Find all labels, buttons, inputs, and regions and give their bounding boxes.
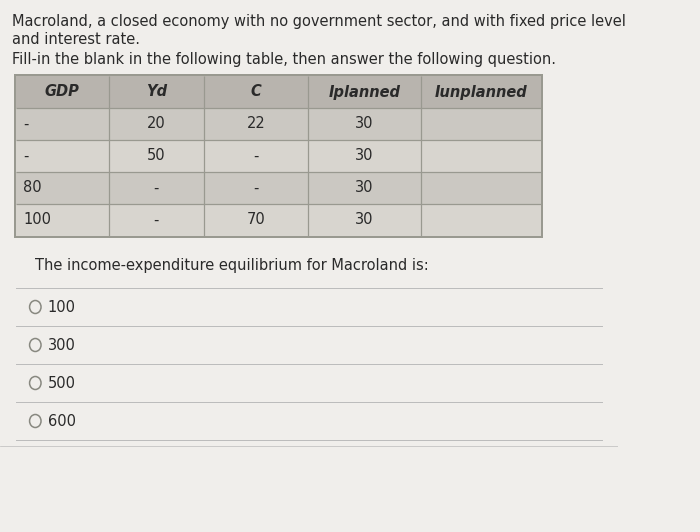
Bar xyxy=(14,74,542,238)
Text: -: - xyxy=(23,117,28,131)
Text: 600: 600 xyxy=(48,413,76,428)
Text: Iunplanned: Iunplanned xyxy=(435,85,527,99)
Text: Fill-in the blank in the following table, then answer the following question.: Fill-in the blank in the following table… xyxy=(13,52,556,67)
Text: 30: 30 xyxy=(355,212,374,228)
Text: 500: 500 xyxy=(48,376,76,390)
Text: -: - xyxy=(23,148,28,163)
Text: 50: 50 xyxy=(147,148,165,163)
Text: 20: 20 xyxy=(147,117,166,131)
Text: -: - xyxy=(153,212,159,228)
Text: 100: 100 xyxy=(23,212,51,228)
Bar xyxy=(16,108,541,140)
Text: 100: 100 xyxy=(48,300,76,314)
Text: 80: 80 xyxy=(23,180,41,195)
Text: 30: 30 xyxy=(355,117,374,131)
Text: 30: 30 xyxy=(355,180,374,195)
Text: Iplanned: Iplanned xyxy=(328,85,400,99)
Bar xyxy=(16,204,541,236)
Text: C: C xyxy=(251,85,261,99)
Text: 22: 22 xyxy=(246,117,265,131)
Text: Yd: Yd xyxy=(146,85,167,99)
Text: The income-expenditure equilibrium for Macroland is:: The income-expenditure equilibrium for M… xyxy=(35,258,429,273)
Bar xyxy=(16,140,541,172)
Text: Macroland, a closed economy with no government sector, and with fixed price leve: Macroland, a closed economy with no gove… xyxy=(13,14,626,29)
Bar xyxy=(16,76,541,108)
Text: and interest rate.: and interest rate. xyxy=(13,32,141,47)
Text: -: - xyxy=(153,180,159,195)
Text: GDP: GDP xyxy=(45,85,80,99)
Bar xyxy=(16,172,541,204)
Text: 30: 30 xyxy=(355,148,374,163)
Text: 70: 70 xyxy=(246,212,265,228)
Text: -: - xyxy=(253,180,258,195)
Text: -: - xyxy=(253,148,258,163)
Text: 300: 300 xyxy=(48,337,76,353)
